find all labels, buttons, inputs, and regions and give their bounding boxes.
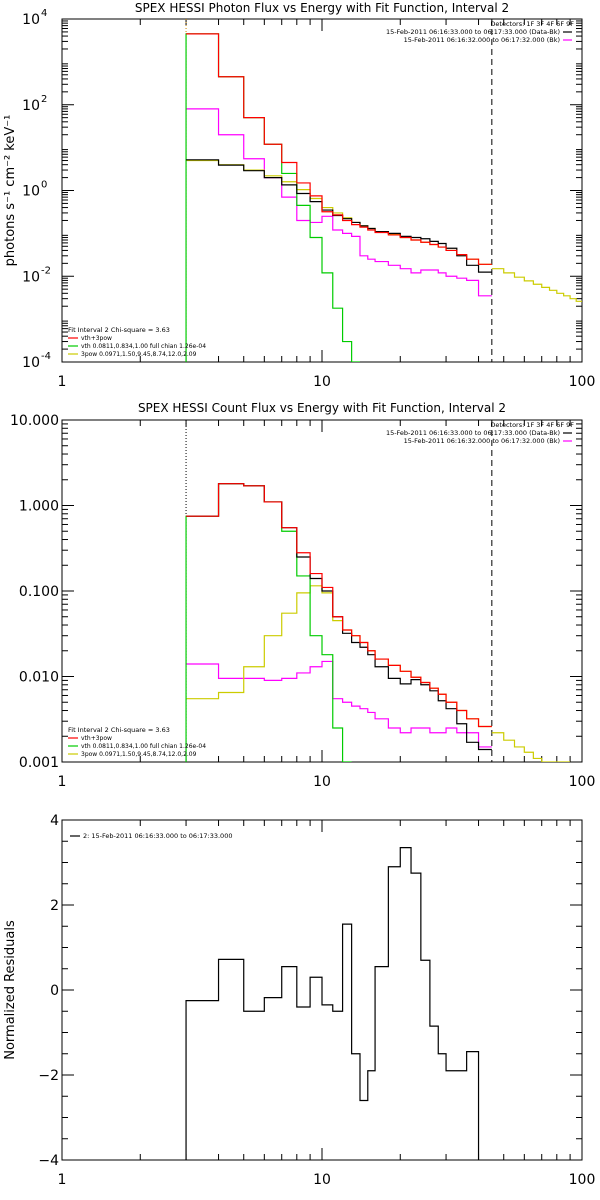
y-tick-label: 2 <box>50 898 59 914</box>
legend-fit-header: Fit Interval 2 Chi-square = 3.63 <box>68 326 170 334</box>
x-tick-label: 10 <box>313 1172 331 1188</box>
series-line-vth-3pow <box>186 33 492 265</box>
chart-title: SPEX HESSI Photon Flux vs Energy with Fi… <box>135 1 509 15</box>
y-tick-label: 0 <box>50 983 59 999</box>
chart-panel-count: SPEX HESSI Count Flux vs Energy with Fit… <box>10 401 595 790</box>
series-line-3pow-extension <box>491 732 571 762</box>
y-tick-exponent: 4 <box>41 8 47 19</box>
y-tick-label: 10 <box>22 355 40 371</box>
series-group <box>185 33 582 362</box>
x-minor-ticks <box>139 820 571 1160</box>
x-tick-label: 1 <box>58 774 67 790</box>
y-tick-label: −2 <box>38 1068 59 1084</box>
y-tick-label: 4 <box>50 813 59 829</box>
y-tick-exponent: -2 <box>41 265 51 276</box>
legend-left-text: 3pow 0.0971,1.50,9.45,8.74,12.0,2.09 <box>81 751 197 758</box>
x-tick-label: 100 <box>569 1172 596 1188</box>
series-line-3pow-extension <box>491 268 582 302</box>
x-tick-label: 10 <box>313 374 331 390</box>
y-axis-title: photons s⁻¹ cm⁻² keV⁻¹ <box>3 115 18 267</box>
legend-right-text: 15-Feb-2011 06:16:32.000 to 06:17:32.000… <box>404 36 560 44</box>
y-tick-label: 10.000 <box>10 413 59 429</box>
chart-title: SPEX HESSI Count Flux vs Energy with Fit… <box>138 401 506 415</box>
y-tick-label: 0.100 <box>19 584 59 600</box>
legend-detectors: Detectors: 1F 3F 4F 6F 9F <box>490 20 574 28</box>
series-line-vth-3pow <box>186 483 492 728</box>
legend-right-text: 15-Feb-2011 06:16:32.000 to 06:17:32.000… <box>404 437 560 445</box>
x-tick-label: 1 <box>58 1172 67 1188</box>
y-tick-label: 10 <box>22 98 40 114</box>
y-tick-label: 0.001 <box>19 755 59 771</box>
y-tick-label: 10 <box>22 269 40 285</box>
series-group <box>185 483 571 762</box>
legend-left-text: vth 0.0811,0.834,1.00 full chian 1.26e-0… <box>81 343 206 350</box>
series-line-vth <box>185 33 360 362</box>
legend-left-text: 2: 15-Feb-2011 06:16:33.000 to 06:17:33.… <box>83 832 232 840</box>
x-tick-label: 100 <box>569 374 596 390</box>
y-tick-exponent: 2 <box>41 94 47 105</box>
series-line--data-bk- <box>186 159 492 273</box>
legend-left-text: vth 0.0811,0.834,1.00 full chian 1.26e-0… <box>81 743 206 750</box>
series-line--bk- <box>186 108 492 297</box>
legend-right-text: 15-Feb-2011 06:16:33.000 to 06:17:33.000… <box>386 429 560 437</box>
y-tick-label: 10 <box>22 12 40 28</box>
y-tick-exponent: 0 <box>41 180 47 191</box>
legend-left-text: 3pow 0.0971,1.50,9.45,8.74,12.0,2.09 <box>81 351 197 358</box>
y-axis-title: Normalized Residuals <box>3 920 18 1060</box>
y-tick-exponent: -4 <box>41 351 51 362</box>
x-minor-ticks <box>139 420 571 762</box>
legend-detectors: Detectors: 1F 3F 4F 6F 9F <box>490 421 574 429</box>
x-minor-ticks <box>139 19 571 362</box>
series-line-residuals <box>185 847 480 1160</box>
y-minor-ticks <box>62 423 582 737</box>
series-line-vth <box>185 483 352 762</box>
legend-right-text: 15-Feb-2011 06:16:33.000 to 06:17:33.000… <box>386 28 560 36</box>
y-tick-label: −4 <box>38 1153 59 1169</box>
chart-panel-photon: SPEX HESSI Photon Flux vs Energy with Fi… <box>3 1 595 390</box>
y-tick-label: 10 <box>22 184 40 200</box>
series-line--bk- <box>186 660 492 748</box>
y-tick-label: 0.010 <box>19 670 59 686</box>
y-tick-label: 1.000 <box>19 499 59 515</box>
x-tick-label: 10 <box>313 774 331 790</box>
series-group <box>185 847 480 1160</box>
y-minor-ticks <box>62 20 582 350</box>
x-tick-label: 100 <box>569 774 596 790</box>
plot-frame <box>61 18 583 363</box>
legend-left-text: vth+3pow <box>81 335 112 342</box>
x-tick-label: 1 <box>58 374 67 390</box>
legend-fit-header: Fit Interval 2 Chi-square = 3.63 <box>68 726 170 734</box>
chart-panel-residuals: 1 10 100 −4 −2 0 2 4 Normalized Residuals 2: 15-F… <box>3 813 595 1188</box>
legend-left-text: vth+3pow <box>81 735 112 742</box>
